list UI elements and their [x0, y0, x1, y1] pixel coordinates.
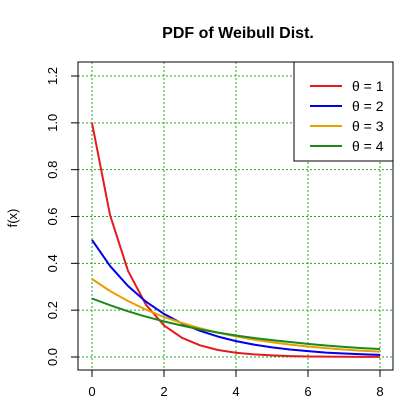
- chart-title: PDF of Weibull Dist.: [162, 25, 314, 42]
- y-axis-label: f(x): [5, 209, 20, 228]
- legend-label-4: θ = 4: [352, 138, 384, 154]
- series-line-4: [91, 297, 381, 350]
- y-tick-label-3: 0.6: [45, 207, 60, 225]
- x-tick-label-4: 8: [376, 384, 383, 399]
- y-axis: 0.0 0.2 0.4 0.6 0.8 1.0 1.2: [45, 67, 78, 366]
- x-tick-label-1: 2: [160, 384, 167, 399]
- series-line-2: [91, 239, 381, 356]
- series-line-1: [91, 122, 380, 358]
- y-tick-label-6: 1.2: [45, 67, 60, 85]
- x-axis: 0 2 4 6 8: [88, 370, 384, 399]
- x-tick-label-2: 4: [232, 384, 239, 399]
- series-lines: [91, 122, 381, 358]
- y-tick-label-0: 0.0: [45, 348, 60, 366]
- legend-label-1: θ = 1: [352, 78, 384, 94]
- legend: θ = 1 θ = 2 θ = 3 θ = 4: [293, 61, 394, 162]
- y-tick-label-2: 0.4: [45, 254, 60, 272]
- x-tick-label-0: 0: [88, 384, 95, 399]
- legend-label-3: θ = 3: [352, 118, 384, 134]
- legend-label-2: θ = 2: [352, 98, 384, 114]
- legend-box: [293, 61, 394, 162]
- y-tick-label-5: 1.0: [45, 114, 60, 132]
- y-tick-label-1: 0.2: [45, 301, 60, 319]
- y-tick-label-4: 0.8: [45, 161, 60, 179]
- grid-lines: [78, 62, 393, 370]
- x-tick-label-3: 6: [304, 384, 311, 399]
